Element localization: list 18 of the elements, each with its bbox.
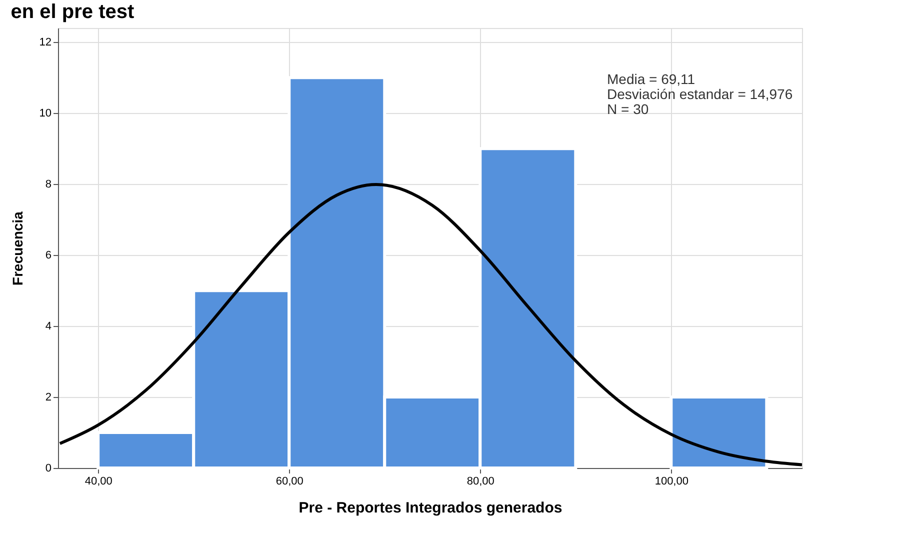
y-axis-title: Frecuencia [9,211,26,286]
chart-title: en el pre test [10,1,134,23]
x-tick-label: 80,00 [466,476,494,488]
x-tick-label: 40,00 [84,476,112,488]
x-tick-label: 60,00 [276,476,304,488]
y-tick-label: 8 [45,178,52,191]
annotation: Desviación estandar = 14,976 [607,86,793,102]
y-tick-label: 4 [45,320,52,333]
y-tick-label: 0 [45,462,52,474]
y-tick-label: 10 [39,108,52,120]
annotation: N = 30 [607,101,649,117]
annotation: Media = 69,11 [607,71,696,87]
x-axis-title: Pre - Reportes Integrados generados [298,500,562,516]
x-tick-label: 100,00 [654,476,688,488]
y-tick-label: 6 [45,250,52,262]
y-tick-label: 12 [39,36,52,49]
line-series [58,182,802,466]
y-tick-label: 2 [45,392,52,404]
